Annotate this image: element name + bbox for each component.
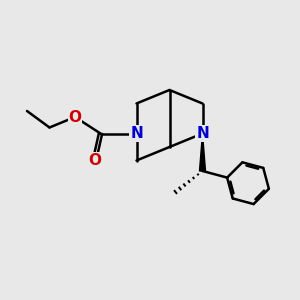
Text: N: N xyxy=(196,126,209,141)
Polygon shape xyxy=(200,134,206,171)
Text: O: O xyxy=(88,153,101,168)
Text: N: N xyxy=(130,126,143,141)
Text: O: O xyxy=(68,110,82,124)
